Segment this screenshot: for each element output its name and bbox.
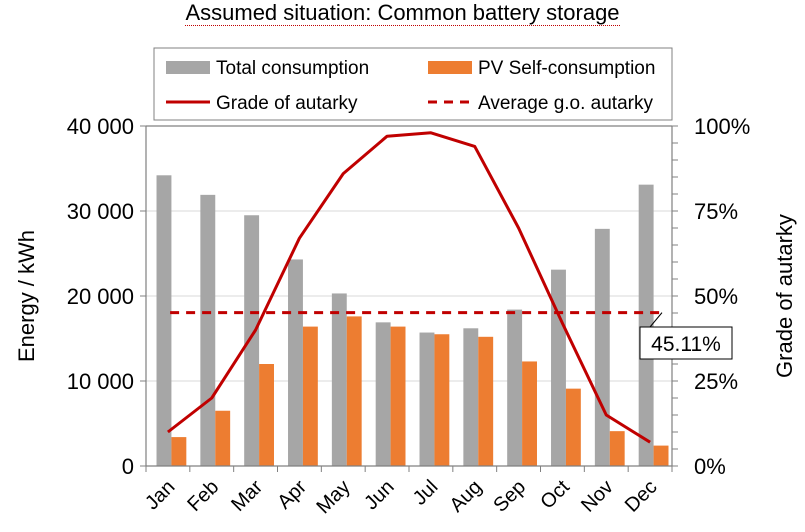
bar-total-consumption: [244, 215, 260, 466]
legend-label: PV Self-consumption: [478, 58, 655, 79]
annotation-label: 45.11%: [651, 333, 721, 356]
bar-pv-self-consumption: [478, 336, 494, 466]
bar-pv-self-consumption: [346, 316, 362, 466]
bar-pv-self-consumption: [302, 326, 318, 466]
annotation-box: [639, 326, 733, 360]
bar-pv-self-consumption: [259, 364, 274, 466]
x-tick-label: Jul: [409, 476, 443, 510]
bars: [156, 175, 669, 467]
bar-total-consumption: [507, 309, 523, 466]
x-tick-label: Apr: [273, 476, 311, 514]
y-tick-label: 10 000: [67, 369, 134, 394]
bar-total-consumption: [156, 175, 172, 467]
legend: Total consumption PV Self-consumption Grad…: [153, 47, 673, 121]
bar-pv-self-consumption: [390, 326, 406, 466]
legend-label: Average g.o. autarky: [478, 93, 653, 114]
bar-pv-self-consumption: [653, 445, 669, 466]
x-tick-label: Jan: [141, 476, 179, 514]
x-tick-label: Feb: [183, 476, 223, 516]
autarky-line-layer: [166, 131, 651, 444]
annotation: 45.11%: [639, 312, 733, 360]
bar-total-consumption: [375, 322, 391, 466]
x-tick-label: Nov: [577, 476, 618, 517]
legend-swatch: [428, 61, 472, 74]
bar-total-consumption: [463, 328, 479, 466]
y-tick-label: 0: [122, 454, 134, 479]
y2-tick-label: 50%: [694, 284, 738, 309]
y2-tick-label: 100%: [694, 114, 750, 139]
y-tick-label: 40 000: [67, 114, 134, 139]
x-tick-label: Aug: [446, 476, 487, 517]
y-tick-label: 20 000: [67, 284, 134, 309]
bar-pv-self-consumption: [565, 388, 581, 466]
x-tick-label: May: [313, 476, 355, 518]
x-tick-label: Sep: [489, 476, 530, 517]
chart-title: Assumed situation: Common battery storag…: [185, 0, 620, 26]
y-tick-label: 30 000: [67, 199, 134, 224]
tick-labels: 0 10 000 20 000 30 000 40 000 0% 25% 50% 75% 100%…: [14, 114, 797, 518]
bar-total-consumption: [419, 332, 435, 466]
x-tick-label: Oct: [536, 476, 574, 514]
bar-total-consumption: [551, 269, 566, 466]
legend-label: Grade of autarky: [216, 93, 358, 114]
legend-box: [153, 47, 673, 121]
legend-swatch: [166, 61, 210, 74]
bar-pv-self-consumption: [522, 361, 537, 466]
x-tick-label: Mar: [227, 476, 267, 516]
legend-label: Total consumption: [216, 58, 369, 79]
x-tick-label: Jun: [360, 476, 398, 514]
y2-tick-label: 25%: [694, 369, 738, 394]
bar-pv-self-consumption: [171, 437, 187, 466]
x-tick-label: Dec: [621, 476, 662, 517]
bar-pv-self-consumption: [215, 410, 231, 466]
bar-total-consumption: [638, 184, 654, 466]
y2-tick-label: 0%: [694, 454, 726, 479]
bar-total-consumption: [594, 228, 610, 466]
bar-total-consumption: [288, 259, 303, 466]
bar-pv-self-consumption: [434, 334, 450, 466]
y2-tick-label: 75%: [694, 199, 738, 224]
bar-total-consumption: [331, 293, 347, 466]
autarky-line: [166, 131, 651, 444]
axes: [140, 125, 678, 472]
bar-total-consumption: [200, 194, 216, 466]
y2-axis-title: Grade of autarky: [772, 214, 797, 378]
annotation-leader: [649, 312, 663, 328]
y-axis-title: Energy / kWh: [14, 230, 39, 362]
bar-pv-self-consumption: [609, 431, 625, 466]
